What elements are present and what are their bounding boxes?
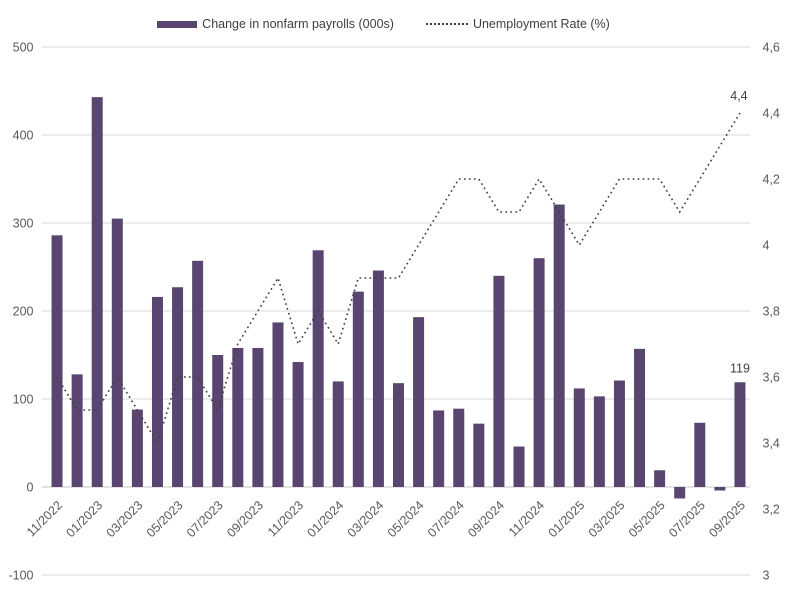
bar [593, 396, 605, 487]
bar [613, 380, 625, 487]
bar [473, 423, 485, 487]
x-axis-tick-label: 01/2024 [305, 498, 347, 540]
left-axis-tick-label: 200 [13, 305, 34, 319]
bar [413, 317, 425, 487]
bar [453, 408, 465, 487]
right-axis-tick-label: 4,4 [763, 107, 780, 121]
bar-series-swatch [157, 20, 198, 28]
bar [292, 362, 304, 487]
bar [272, 322, 284, 487]
x-axis-tick-label: 03/2025 [586, 498, 628, 540]
bar [694, 422, 706, 487]
bar [252, 347, 264, 487]
bar [332, 381, 344, 487]
x-axis-tick-label: 09/2025 [706, 498, 748, 540]
x-axis-tick-label: 03/2023 [104, 498, 146, 540]
bar [71, 374, 83, 487]
bar [312, 250, 324, 487]
right-axis-tick-label: 3,6 [763, 371, 780, 385]
bar [232, 347, 244, 487]
x-axis-tick-label: 09/2023 [224, 498, 266, 540]
gridlines-group [42, 46, 750, 576]
bar [51, 235, 63, 487]
bar [433, 410, 445, 487]
bar [393, 383, 404, 487]
bar [714, 487, 726, 491]
right-axis-tick-label: 4 [763, 239, 770, 253]
right-axis-tick-label: 4,6 [763, 41, 780, 55]
line-group [56, 112, 741, 445]
bar [533, 258, 545, 487]
x-axis-tick-label: 11/2022 [24, 498, 65, 539]
bar [734, 382, 746, 487]
bar [131, 409, 143, 487]
x-axis-tick-label: 07/2025 [666, 498, 708, 540]
right-axis-labels: 4,6 4,4 4,2 4 3,8 3,6 3,4 3,2 3 [763, 41, 780, 583]
bar [111, 218, 123, 487]
left-axis-tick-label: 300 [13, 217, 34, 231]
bars-group [51, 97, 746, 499]
bar [151, 296, 163, 487]
legend-item-unemployment: Unemployment Rate (%) [425, 17, 610, 31]
right-axis-tick-label: 4,2 [763, 173, 780, 187]
legend-label-payrolls: Change in nonfarm payrolls (000s) [202, 17, 394, 31]
x-axis-tick-label: 05/2025 [626, 498, 668, 540]
left-axis-tick-label: 400 [13, 129, 34, 143]
legend-label-unemployment: Unemployment Rate (%) [472, 17, 610, 31]
x-axis-labels: 11/202201/202303/202305/202307/202309/20… [24, 498, 748, 540]
right-axis-tick-label: 3,2 [763, 503, 780, 517]
bar [674, 487, 686, 499]
line-value-label: 4,4 [730, 89, 747, 103]
left-axis-labels: 500 400 300 200 100 0 -100 [8, 41, 33, 583]
left-axis-tick-label: 500 [13, 41, 34, 55]
x-axis-tick-label: 09/2024 [465, 498, 507, 540]
x-axis-tick-label: 03/2024 [345, 498, 387, 540]
x-axis-tick-label: 05/2024 [385, 498, 427, 540]
bar [91, 97, 103, 487]
bar [573, 388, 585, 487]
bar [372, 270, 384, 487]
bar [172, 287, 184, 487]
x-axis-tick-label: 01/2023 [63, 498, 105, 540]
x-axis-tick-label: 11/2024 [506, 498, 547, 539]
bar [493, 275, 505, 487]
left-axis-tick-label: -100 [8, 569, 33, 583]
bar-value-label: 119 [730, 361, 750, 375]
bar [352, 291, 364, 487]
x-axis-tick-label: 11/2023 [265, 498, 306, 539]
left-axis-tick-label: 100 [13, 393, 34, 407]
x-axis-tick-label: 07/2024 [425, 498, 467, 540]
left-axis-tick-label: 0 [27, 481, 34, 495]
chart-legend: Change in nonfarm payrolls (000s) Unempl… [0, 17, 767, 31]
bar [634, 348, 646, 487]
bar [553, 204, 565, 487]
right-axis-tick-label: 3 [763, 569, 770, 583]
bar [212, 355, 224, 487]
right-axis-tick-label: 3,8 [763, 305, 780, 319]
x-axis-tick-label: 01/2025 [546, 498, 588, 540]
legend-item-payrolls: Change in nonfarm payrolls (000s) [157, 17, 394, 31]
unemployment-line [56, 112, 741, 445]
x-axis-tick-label: 05/2023 [144, 498, 186, 540]
line-series-swatch [425, 23, 468, 25]
data-labels-group: 119 4,4 [730, 89, 750, 375]
x-axis-tick-label: 07/2023 [184, 498, 226, 540]
bar [192, 260, 204, 487]
bar [513, 446, 525, 487]
right-axis-tick-label: 3,4 [763, 437, 780, 451]
bar [654, 470, 666, 487]
